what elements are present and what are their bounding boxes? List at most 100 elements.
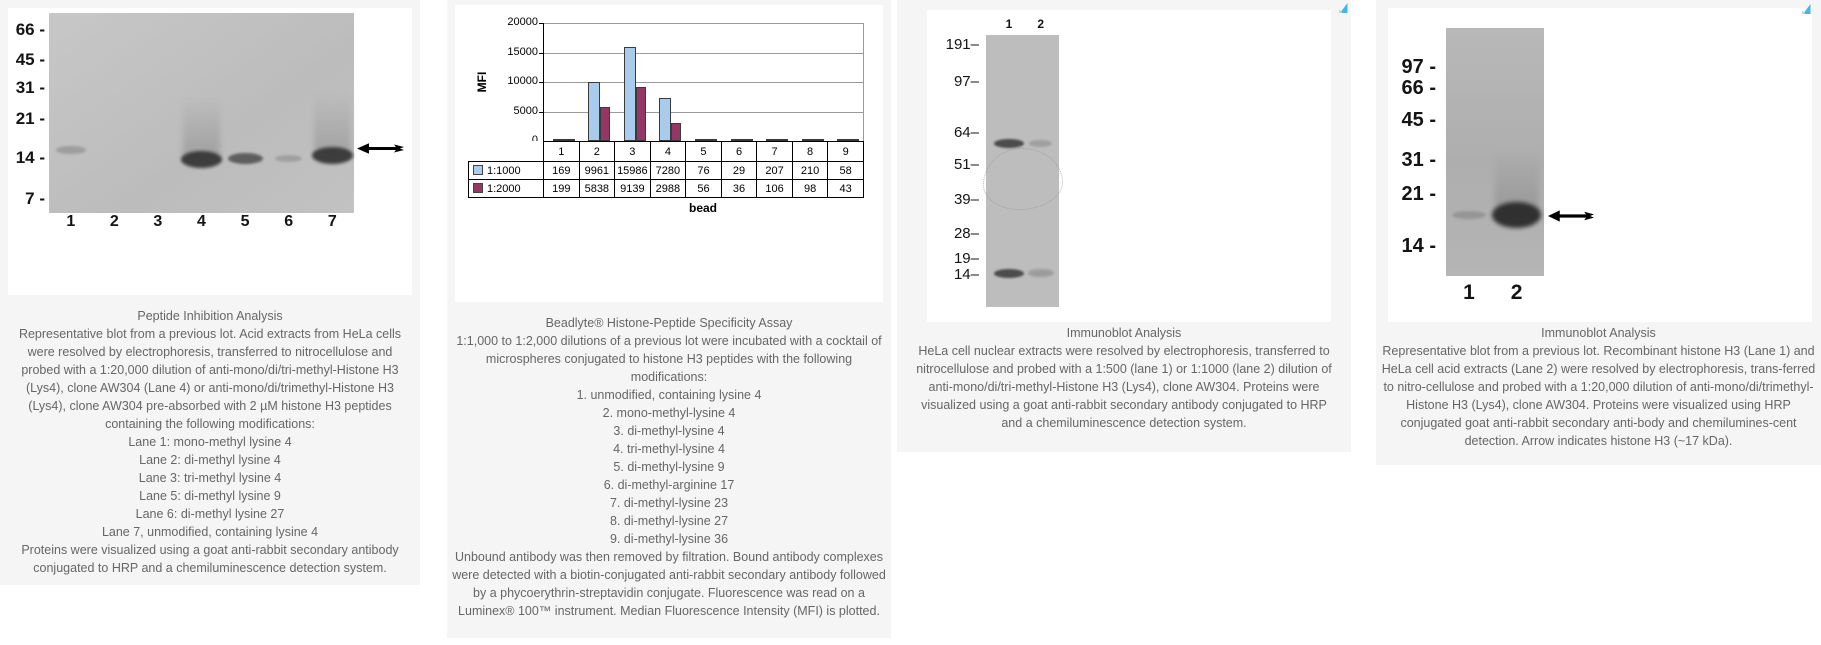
protein-band	[275, 154, 303, 162]
lane-label: 5	[240, 213, 250, 230]
mfi-value-cell: 5838	[578, 179, 616, 198]
mfi-value-cell: 9961	[578, 161, 616, 180]
category-cell: 9	[827, 141, 864, 162]
protein-band	[1027, 269, 1054, 277]
caption-line: Lane 6: di-methyl lysine 27	[135, 507, 285, 521]
figure-description-3: HeLa cell nuclear extracts were resolved…	[911, 342, 1337, 432]
lane-label: 7	[327, 213, 337, 230]
caption-line: 7. di-methyl-lysine 23	[609, 496, 729, 510]
figure-title-2: Beadlyte® Histone-Peptide Specificity As…	[545, 316, 793, 330]
mfi-value-cell: 29	[720, 161, 758, 180]
protein-band	[227, 152, 263, 164]
protein-band	[994, 268, 1024, 278]
bar	[552, 139, 565, 141]
caption-line: HeLa cell nuclear extracts were resolved…	[916, 344, 1332, 430]
caption-line: 1:1,000 to 1:2,000 dilutions of a previo…	[456, 334, 882, 384]
table-corner-blank	[469, 142, 544, 162]
figure-title-1: Peptide Inhibition Analysis	[137, 309, 283, 323]
caption-line: 8. di-methyl-lysine 27	[609, 514, 729, 528]
mw-marker: 19–	[953, 250, 979, 267]
air-bubble-artifact	[983, 148, 1063, 210]
band-smear	[313, 93, 351, 155]
mfi-data-table: 1 2 3 4 5 6 7 8 9 1:1000 169 9961 15986 7280 76 29 207 21…	[468, 141, 864, 198]
caption-line: Representative blot from a previous lot.…	[1381, 344, 1816, 448]
mw-marker: 39–	[953, 191, 979, 208]
panel-beadlyte-assay: MFI bead 0 5000 10000 15000 20000 1 2 3 4 5 6 7 8 9 1:…	[447, 0, 891, 638]
blot-membrane	[1446, 28, 1544, 276]
caption-line: 6. di-methyl-arginine 17	[603, 478, 735, 492]
mfi-value-cell: 207	[756, 161, 793, 180]
caption-1: Peptide Inhibition Analysis Representati…	[0, 307, 420, 577]
mw-marker: 97 -	[1401, 56, 1436, 78]
mw-marker: 191–	[945, 36, 979, 53]
mw-marker: 14 -	[15, 148, 45, 167]
caption-line: 5. di-methyl-lysine 9	[613, 460, 725, 474]
caption-line: 3. di-methyl-lysine 4	[613, 424, 725, 438]
mfi-value-cell: 169	[543, 161, 580, 180]
caption-line: 9. di-methyl-lysine 36	[609, 532, 729, 546]
protein-band	[1029, 140, 1053, 148]
figure-title-3: Immunoblot Analysis	[1066, 326, 1182, 340]
category-cell: 2	[578, 141, 616, 162]
caption-line: 1. unmodified, containing lysine 4	[576, 388, 762, 402]
bar	[730, 139, 743, 141]
caption-line: 4. tri-methyl-lysine 4	[613, 442, 725, 456]
lane-label: 2	[109, 213, 119, 230]
mfi-value-cell: 58	[827, 161, 864, 180]
category-cell: 1	[543, 141, 580, 162]
caption-4: Immunoblot Analysis Representative blot …	[1376, 324, 1821, 450]
bar	[695, 139, 707, 141]
mw-marker: 45 -	[1401, 109, 1436, 131]
mfi-value-cell: 43	[827, 179, 864, 198]
caption-line: Lane 5: di-methyl lysine 9	[139, 489, 281, 503]
y-tick-label: 10000	[507, 75, 538, 87]
expand-icon[interactable]	[1801, 2, 1811, 14]
mw-marker: 66 -	[1401, 77, 1436, 99]
y-tick	[539, 23, 543, 24]
mfi-value-cell: 199	[543, 179, 580, 198]
gridline	[544, 82, 863, 83]
plot-right-border	[863, 23, 864, 141]
mw-marker: 31 -	[1401, 149, 1436, 171]
legend-swatch	[473, 164, 483, 175]
expand-icon[interactable]	[1338, 1, 1348, 13]
mw-marker: 66 -	[15, 20, 45, 39]
mfi-value-cell: 56	[685, 179, 722, 198]
series-legend-cell: 1:1000	[468, 161, 544, 180]
bar	[801, 139, 814, 141]
bar	[707, 139, 717, 141]
category-cell: 4	[649, 141, 687, 162]
bar	[600, 107, 611, 141]
protein-band	[55, 146, 87, 154]
x-axis-title: bead	[688, 201, 717, 215]
category-cell: 5	[685, 141, 722, 162]
y-axis-line	[543, 23, 544, 141]
mfi-value-cell: 7280	[649, 161, 687, 180]
panel-peptide-inhibition: 66 - 45 - 31 - 21 - 14 - 7 - 1 2 3 4 5 6 7 Peptide I…	[0, 0, 420, 585]
caption-line: 2. mono-methyl-lysine 4	[602, 406, 736, 420]
bar	[742, 139, 753, 141]
mfi-value-cell: 9139	[614, 179, 651, 198]
figure-title-4: Immunoblot Analysis	[1541, 326, 1656, 340]
protein-band	[311, 146, 354, 164]
mfi-value-cell: 98	[791, 179, 829, 198]
y-tick-label: 15000	[507, 45, 538, 58]
mw-marker: 45 -	[15, 50, 45, 69]
protein-band	[994, 139, 1024, 149]
lane-label: 1	[66, 213, 76, 230]
mw-marker: 14–	[953, 266, 979, 283]
mw-marker: 21 -	[15, 109, 45, 128]
protein-band	[1451, 211, 1487, 220]
mfi-value-cell: 210	[791, 161, 829, 180]
caption-line: Lane 3: tri-methyl lysine 4	[138, 471, 282, 485]
mw-marker: 14 -	[1401, 235, 1436, 257]
caption-line: Lane 7, unmodified, containing lysine 4	[101, 525, 319, 539]
category-cell: 8	[791, 141, 829, 162]
protein-band	[1492, 202, 1542, 229]
band-smear	[182, 97, 221, 159]
band-arrow	[1548, 208, 1594, 224]
western-blot-image-3: 191– 97– 64– 51– 39– 28– 19– 14– 1 2	[927, 10, 1331, 322]
mw-marker: 7 -	[25, 189, 45, 208]
bar	[778, 139, 789, 141]
